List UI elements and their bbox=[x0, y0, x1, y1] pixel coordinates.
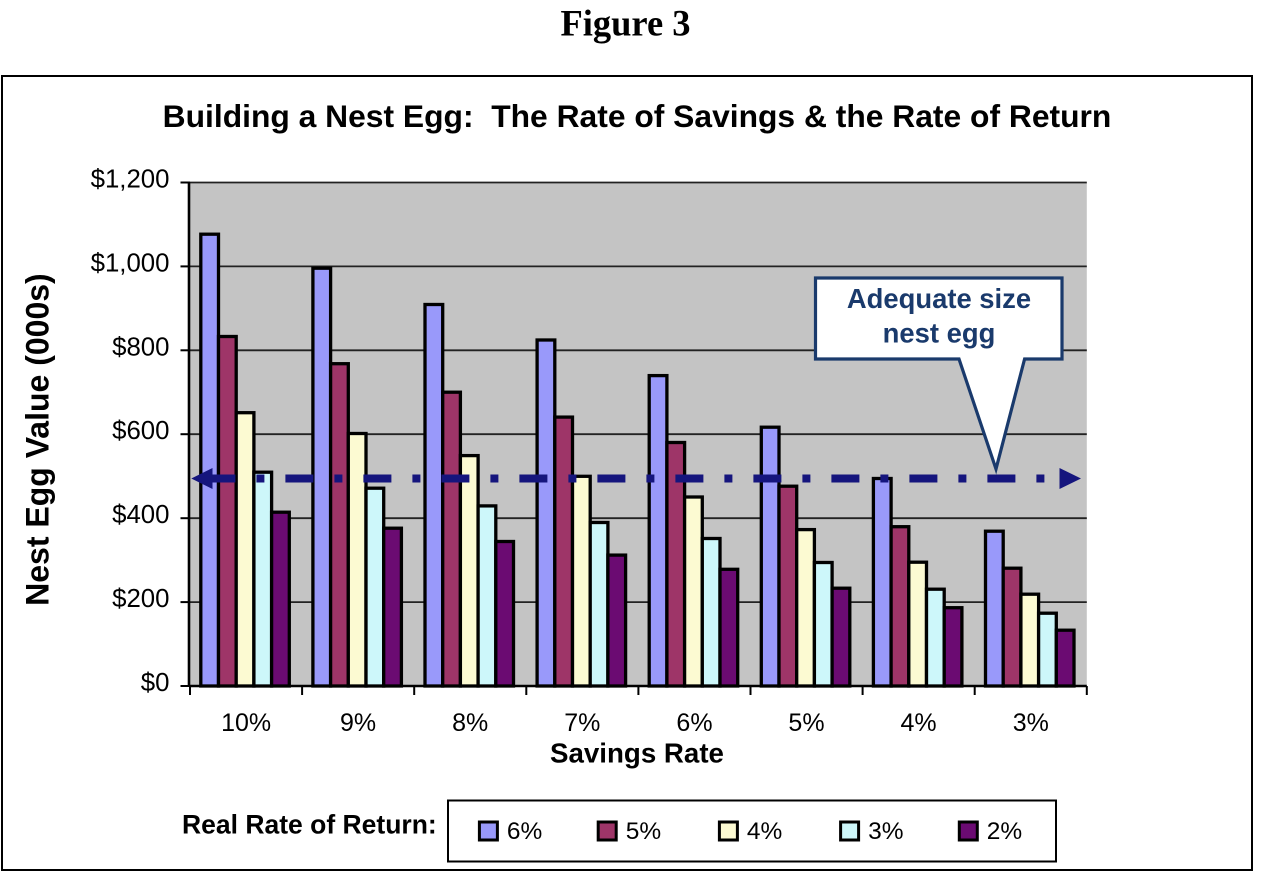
svg-text:10%: 10% bbox=[221, 709, 271, 737]
svg-text:$0: $0 bbox=[141, 669, 170, 697]
svg-text:5%: 5% bbox=[626, 818, 661, 845]
svg-text:$600: $600 bbox=[112, 417, 169, 445]
svg-text:$1,000: $1,000 bbox=[91, 249, 170, 277]
svg-text:Real Rate of Return:: Real Rate of Return: bbox=[182, 810, 437, 840]
svg-text:3%: 3% bbox=[1013, 709, 1049, 737]
svg-text:Building a Nest Egg: The Rate: Building a Nest Egg: The Rate of Savings… bbox=[163, 98, 1112, 134]
svg-text:Savings Rate: Savings Rate bbox=[550, 738, 724, 769]
svg-text:Nest Egg Value (000s): Nest Egg Value (000s) bbox=[20, 273, 56, 606]
svg-text:5%: 5% bbox=[788, 709, 824, 737]
svg-text:9%: 9% bbox=[340, 709, 376, 737]
svg-text:$400: $400 bbox=[112, 501, 169, 529]
svg-text:$200: $200 bbox=[112, 585, 169, 613]
svg-text:nest egg: nest egg bbox=[883, 318, 996, 349]
svg-text:4%: 4% bbox=[747, 818, 782, 845]
svg-text:8%: 8% bbox=[452, 709, 488, 737]
svg-text:Figure 3: Figure 3 bbox=[560, 3, 690, 44]
svg-text:$1,200: $1,200 bbox=[91, 166, 170, 194]
svg-text:6%: 6% bbox=[676, 709, 712, 737]
svg-text:4%: 4% bbox=[901, 709, 937, 737]
svg-text:Adequate size: Adequate size bbox=[847, 283, 1031, 314]
svg-text:$800: $800 bbox=[112, 333, 169, 361]
svg-text:3%: 3% bbox=[868, 818, 903, 845]
svg-text:2%: 2% bbox=[987, 818, 1022, 845]
svg-text:7%: 7% bbox=[564, 709, 600, 737]
svg-text:6%: 6% bbox=[507, 818, 542, 845]
